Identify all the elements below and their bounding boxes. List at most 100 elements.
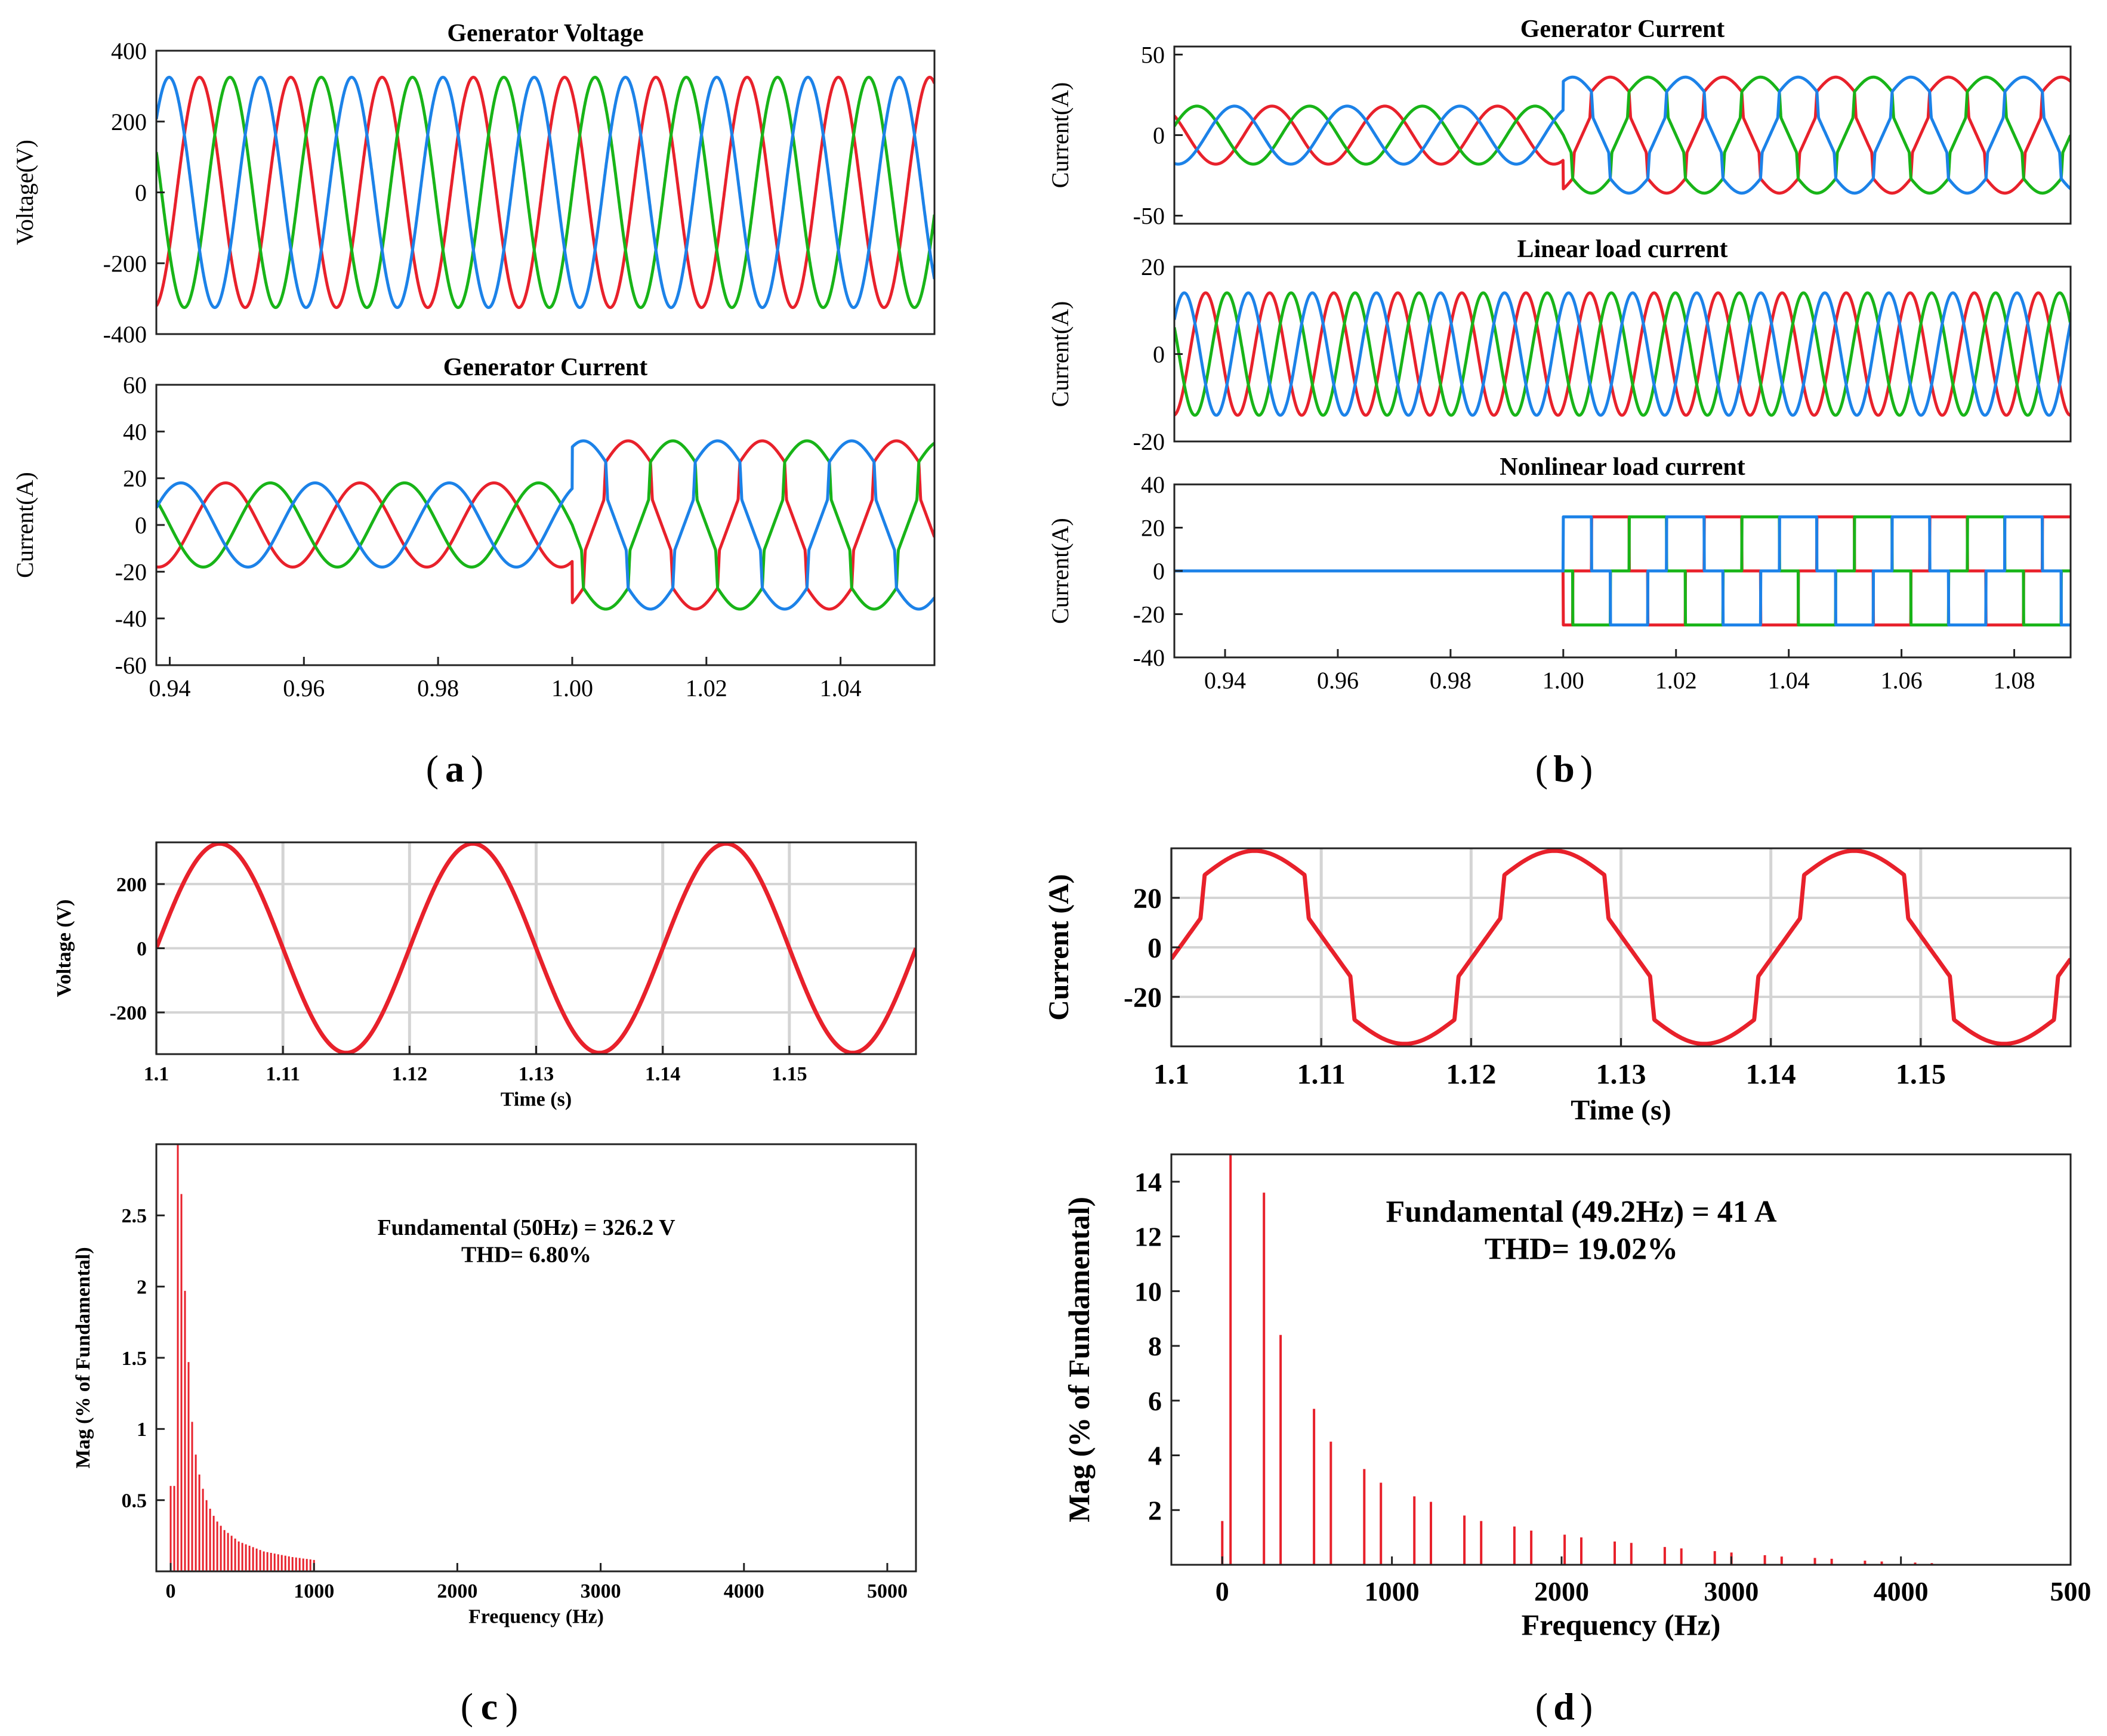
spectrum-bar-d2-14 xyxy=(1563,1534,1566,1565)
y-axis-label-a1: Voltage(V) xyxy=(11,140,38,245)
ytick-label-b3: 40 xyxy=(1141,471,1165,498)
chart-title-b2: Linear load current xyxy=(1517,236,1727,263)
xtick-label-c2: 1000 xyxy=(294,1580,334,1602)
spectrum-bar-c2-0 xyxy=(169,1485,172,1571)
xtick-label-d2: 2000 xyxy=(1534,1576,1589,1607)
series-line-b1-0 xyxy=(1174,75,2071,195)
spectrum-bar-c2-8 xyxy=(198,1474,200,1571)
spectrum-bar-d2-2 xyxy=(1263,1193,1266,1565)
xtick-label-a2: 1.04 xyxy=(820,675,862,702)
spectrum-bar-d2-7 xyxy=(1380,1482,1383,1565)
ytick-label-a1: 200 xyxy=(111,109,147,135)
ytick-label-b3: -20 xyxy=(1133,601,1165,628)
spectrum-bar-c2-14 xyxy=(220,1525,222,1571)
spectrum-bar-d2-28 xyxy=(1914,1562,1917,1565)
spectrum-bar-d2-16 xyxy=(1614,1542,1616,1565)
series-line-b3-2 xyxy=(1174,515,2071,627)
ytick-label-a1: -200 xyxy=(103,250,147,277)
annotation-d2-1: THD= 19.02% xyxy=(1485,1232,1678,1266)
xtick-label-c2: 4000 xyxy=(724,1580,764,1602)
annotation-c2-0: Fundamental (50Hz) = 326.2 V xyxy=(377,1215,675,1240)
spectrum-bar-c2-25 xyxy=(259,1550,261,1571)
y-axis-label-c2: Mag (% of Fundamental) xyxy=(72,1247,94,1468)
spectrum-bar-c2-27 xyxy=(266,1552,269,1571)
ytick-label-b1: 50 xyxy=(1141,42,1165,69)
ytick-label-a2: 60 xyxy=(123,372,147,399)
spectrum-bar-c2-6 xyxy=(191,1422,193,1571)
ytick-label-d2: 4 xyxy=(1148,1441,1162,1471)
xtick-label-c1: 1.1 xyxy=(144,1063,169,1085)
annotation-c2-1: THD= 6.80% xyxy=(461,1243,591,1268)
ytick-label-c2: 2 xyxy=(137,1277,147,1299)
ytick-label-a2: 20 xyxy=(123,465,147,492)
xtick-label-a2: 0.98 xyxy=(417,675,459,702)
spectrum-bar-c2-26 xyxy=(263,1551,265,1571)
ytick-label-c1: 0 xyxy=(137,938,147,960)
svg-text:(: ( xyxy=(461,1685,473,1728)
series-line-c1-0 xyxy=(156,842,916,1054)
xtick-label-b3: 1.00 xyxy=(1543,667,1584,694)
spectrum-bar-c2-37 xyxy=(302,1558,304,1571)
spectrum-bar-d2-27 xyxy=(1880,1561,1883,1565)
spectrum-bar-c2-29 xyxy=(273,1553,276,1571)
spectrum-bar-c2-13 xyxy=(216,1521,218,1571)
spectrum-bar-c2-21 xyxy=(245,1544,247,1571)
spectrum-bar-c2-38 xyxy=(306,1559,308,1571)
spectrum-bar-d2-4 xyxy=(1313,1408,1316,1565)
spectrum-bar-d2-3 xyxy=(1279,1335,1282,1565)
svg-text:): ) xyxy=(1580,747,1593,790)
spectrum-bar-d2-20 xyxy=(1713,1551,1716,1565)
xtick-label-c2: 3000 xyxy=(581,1580,621,1602)
caption-d-letter: d xyxy=(1553,1685,1575,1728)
ytick-label-a2: -20 xyxy=(115,558,147,585)
xtick-label-c2: 2000 xyxy=(437,1580,477,1602)
spectrum-bar-d2-12 xyxy=(1513,1526,1516,1565)
spectrum-bar-c2-17 xyxy=(230,1536,233,1571)
caption-b: ( b ) xyxy=(1535,747,1593,790)
spectrum-bar-d2-18 xyxy=(1663,1547,1666,1565)
xtick-label-c1: 1.11 xyxy=(266,1063,300,1085)
spectrum-bar-c2-20 xyxy=(241,1543,243,1571)
ytick-label-d1: 0 xyxy=(1147,932,1162,964)
series-line-b1-1 xyxy=(1174,75,2071,195)
xtick-label-d1: 1.13 xyxy=(1596,1058,1646,1090)
spectrum-bar-d2-5 xyxy=(1329,1441,1332,1565)
spectrum-bar-d2-17 xyxy=(1630,1543,1633,1565)
ytick-label-d2: 14 xyxy=(1134,1167,1162,1197)
x-axis-label-c2: Frequency (Hz) xyxy=(468,1606,604,1628)
xtick-label-d2: 4000 xyxy=(1874,1576,1929,1607)
chart-title-b1: Generator Current xyxy=(1520,16,1725,43)
ytick-label-c1: 200 xyxy=(116,874,147,896)
x-axis-label-d2: Frequency (Hz) xyxy=(1522,1608,1721,1641)
xtick-label-d2: 0 xyxy=(1216,1576,1229,1607)
spectrum-bar-d2-10 xyxy=(1463,1515,1466,1565)
spectrum-bar-d2-26 xyxy=(1864,1561,1867,1565)
xtick-label-a2: 0.96 xyxy=(283,675,325,702)
series-line-a2-2 xyxy=(156,439,934,611)
spectrum-bar-c2-28 xyxy=(270,1553,272,1571)
ytick-label-c2: 0.5 xyxy=(122,1490,147,1512)
spectrum-bar-c2-5 xyxy=(187,1362,190,1571)
xtick-label-c1: 1.15 xyxy=(772,1063,807,1085)
xtick-label-d2: 500 xyxy=(2050,1576,2091,1607)
spectrum-bar-c2-4 xyxy=(184,1290,186,1571)
spectrum-bar-d2-23 xyxy=(1780,1556,1783,1565)
spectrum-bar-d2-13 xyxy=(1530,1530,1533,1565)
ytick-label-a1: 0 xyxy=(135,180,147,206)
xtick-label-c2: 0 xyxy=(166,1580,176,1602)
xtick-label-b3: 0.94 xyxy=(1204,667,1246,694)
x-axis-label-c1: Time (s) xyxy=(501,1089,572,1111)
spectrum-bar-d2-24 xyxy=(1813,1558,1816,1565)
ytick-label-b2: 20 xyxy=(1141,254,1165,280)
caption-c-letter: c xyxy=(481,1685,498,1728)
ytick-label-a1: 400 xyxy=(111,38,147,64)
ytick-label-a2: 40 xyxy=(123,418,147,445)
spectrum-bar-c2-1 xyxy=(173,1485,175,1571)
ytick-label-a2: -60 xyxy=(115,652,147,679)
spectrum-bar-c2-39 xyxy=(309,1559,311,1571)
ytick-label-a2: -40 xyxy=(115,606,147,632)
spectrum-bar-d2-19 xyxy=(1680,1548,1683,1565)
caption-a: ( a ) xyxy=(426,747,484,790)
ytick-label-d1: -20 xyxy=(1124,982,1162,1014)
